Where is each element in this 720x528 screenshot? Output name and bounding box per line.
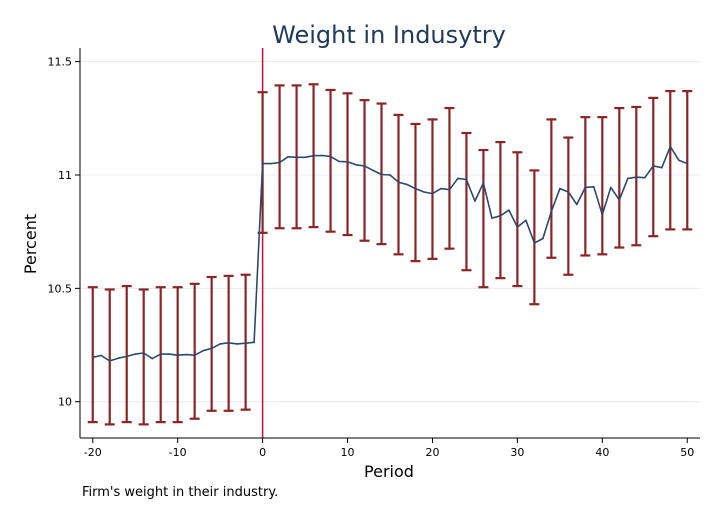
data-point	[151, 357, 153, 360]
data-point	[431, 192, 434, 195]
data-point	[440, 187, 442, 190]
data-point	[610, 186, 612, 189]
data-point	[372, 169, 374, 172]
axes: 10 10.5 11 11.5 -20 -10 0 10 20 30 40 50	[48, 48, 700, 459]
data-point	[669, 145, 672, 148]
gridlines	[80, 61, 700, 403]
data-point	[125, 355, 128, 358]
series-line-group	[91, 145, 689, 362]
data-point	[525, 219, 527, 222]
data-point	[567, 191, 570, 193]
data-point	[253, 341, 255, 344]
data-point	[601, 213, 604, 216]
data-point	[423, 191, 425, 193]
data-point	[508, 209, 510, 211]
data-point	[593, 185, 595, 188]
data-point	[100, 354, 103, 357]
data-point	[482, 182, 485, 184]
data-point	[533, 242, 536, 244]
data-point	[142, 352, 145, 354]
data-point	[448, 188, 451, 191]
y-tick-label: 10	[58, 396, 72, 409]
data-point	[117, 357, 120, 359]
data-point	[329, 155, 332, 158]
data-point	[491, 217, 493, 219]
data-point	[227, 341, 230, 344]
data-point	[312, 154, 315, 157]
data-point	[321, 154, 323, 157]
data-point	[304, 156, 306, 159]
data-point	[618, 199, 621, 201]
data-point	[397, 181, 400, 184]
data-point	[278, 161, 281, 164]
x-tick-label: -10	[169, 446, 187, 459]
data-point	[686, 162, 689, 165]
x-tick-label: -20	[84, 446, 102, 459]
x-tick-label: 0	[259, 446, 266, 459]
data-point	[677, 159, 680, 162]
error-bars	[87, 83, 693, 426]
x-tick-label: 50	[680, 446, 694, 459]
data-point	[465, 178, 468, 181]
data-point	[499, 214, 502, 217]
data-point	[168, 353, 170, 355]
data-point	[159, 353, 162, 355]
data-point	[210, 347, 213, 350]
data-point	[380, 173, 383, 176]
data-point	[108, 360, 111, 362]
y-tick-label: 10.5	[48, 282, 73, 295]
x-axis-label: Period	[364, 462, 414, 481]
data-point	[270, 162, 272, 165]
data-point	[176, 354, 179, 357]
data-point	[389, 174, 391, 176]
data-point	[134, 353, 137, 355]
data-point	[457, 177, 459, 180]
y-tick-label: 11.5	[48, 56, 73, 69]
x-tick-label: 20	[425, 446, 439, 459]
chart-title: Weight in Indusytry	[272, 21, 506, 49]
data-point	[652, 165, 655, 167]
data-point	[627, 177, 629, 180]
data-point	[559, 187, 561, 190]
data-point	[406, 183, 408, 186]
data-point	[338, 160, 340, 163]
data-point	[202, 349, 204, 352]
data-point	[244, 342, 247, 345]
data-point	[576, 203, 578, 206]
chart-note: Firm's weight in their industry.	[82, 485, 279, 500]
x-tick-label: 40	[595, 446, 609, 459]
y-tick-label: 11	[58, 169, 72, 182]
data-point	[635, 176, 638, 179]
data-point	[346, 161, 349, 163]
data-point	[643, 176, 646, 179]
data-point	[542, 237, 544, 240]
data-point	[287, 156, 289, 158]
data-point	[550, 210, 553, 213]
data-point	[516, 226, 519, 228]
data-point	[236, 343, 238, 345]
data-point	[660, 166, 663, 169]
data-point	[414, 187, 417, 190]
data-point	[219, 343, 221, 345]
data-point	[261, 162, 264, 165]
data-point	[355, 163, 357, 166]
x-tick-label: 30	[510, 446, 524, 459]
data-point	[185, 353, 187, 356]
data-point	[474, 200, 476, 202]
data-point	[295, 156, 298, 159]
data-point	[193, 354, 196, 357]
data-point	[584, 186, 587, 189]
y-axis-label: Percent	[21, 214, 40, 274]
x-tick-label: 10	[341, 446, 355, 459]
data-point	[363, 165, 366, 167]
data-point	[91, 356, 94, 359]
